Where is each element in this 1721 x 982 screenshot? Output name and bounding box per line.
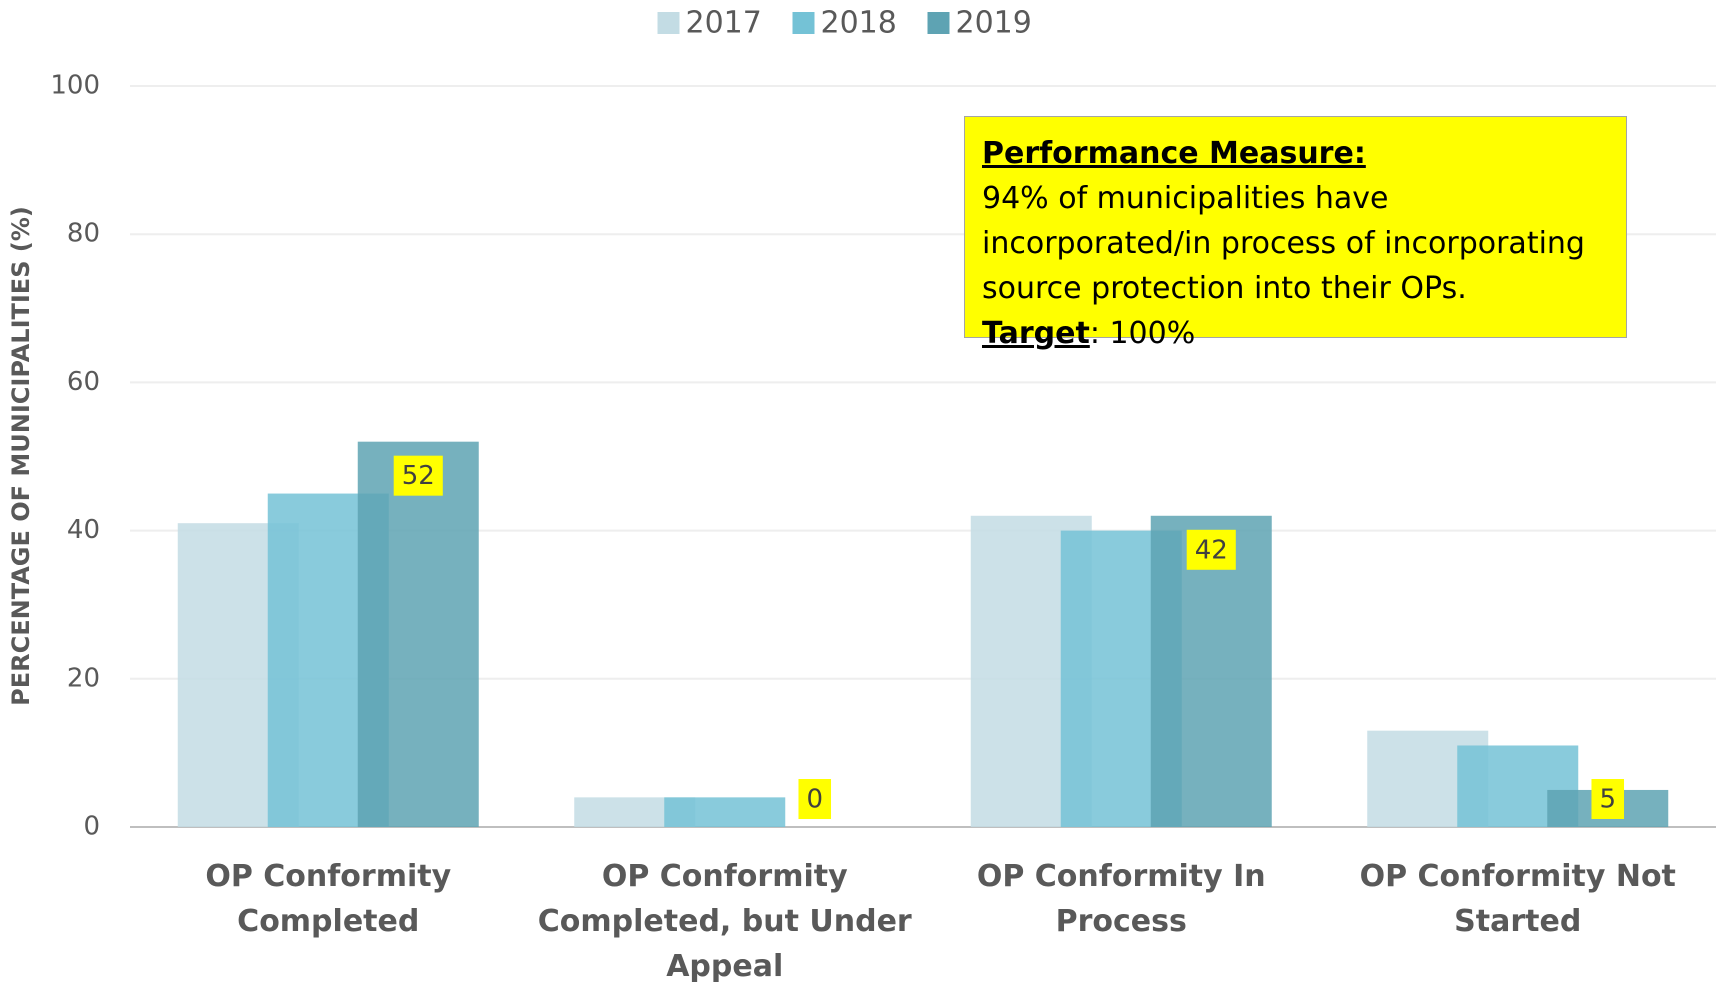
y-tick-label: 40 (67, 515, 100, 545)
value-label: 52 (402, 461, 435, 491)
y-tick-label: 0 (83, 812, 100, 842)
value-label: 0 (806, 785, 823, 815)
x-tick-label: OP Conformity Completed, but Under Appeal (538, 859, 912, 982)
target-text: : 100% (1089, 316, 1196, 351)
x-tick-label: OP Conformity Not Started (1360, 859, 1676, 939)
y-tick-label: 80 (67, 219, 100, 249)
bar (357, 441, 479, 827)
value-label: 5 (1599, 785, 1616, 815)
value-label-bg (393, 455, 443, 496)
y-tick-label: 20 (67, 663, 100, 693)
y-tick-label: 60 (67, 367, 100, 397)
value-label: 42 (1195, 535, 1228, 565)
x-tick-label: OP Conformity Completed (205, 859, 451, 939)
annotation: Performance Measure: 94% of municipaliti… (964, 116, 1627, 351)
y-axis-title: PERCENTAGE OF MUNICIPALITIES (%) (7, 206, 35, 706)
x-tick-label: OP Conformity In Process (977, 859, 1266, 939)
annotation-text: 94% of municipalities have incorporated/… (982, 181, 1585, 306)
value-label-bg (798, 779, 832, 819)
legend-swatch (657, 12, 680, 34)
annotation-heading: Performance Measure: (982, 136, 1366, 171)
value-label-bg (1591, 779, 1625, 819)
value-label-bg (1186, 529, 1236, 570)
legend-label: 2017 (686, 6, 762, 41)
legend-swatch (792, 12, 815, 34)
legend-swatch (927, 12, 950, 34)
legend-label: 2018 (821, 6, 897, 41)
y-tick-label: 100 (50, 71, 100, 101)
bar (664, 797, 786, 827)
legend-label: 2019 (956, 6, 1032, 41)
target-label: Target (982, 316, 1090, 351)
